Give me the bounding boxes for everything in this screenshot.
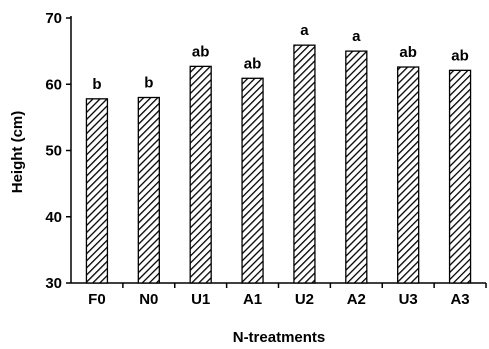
significance-label-U3: ab [399, 44, 417, 61]
y-tick-label: 50 [45, 143, 62, 160]
y-tick-label: 60 [45, 76, 62, 93]
bar-A3 [448, 69, 472, 284]
bar-F0 [85, 98, 109, 284]
bar-A2 [345, 50, 368, 284]
bar-A1 [241, 77, 264, 284]
bar-U2 [293, 44, 316, 284]
x-tick-label-U1: U1 [191, 291, 210, 308]
y-tick-label: 70 [45, 10, 62, 27]
y-tick-label: 30 [45, 275, 62, 292]
x-tick-label-A2: A2 [347, 291, 366, 308]
y-tick-label: 40 [45, 209, 62, 226]
x-tick-label-A3: A3 [450, 291, 469, 308]
significance-label-U2: a [300, 22, 309, 39]
plot-area: 30 40 50 60 70 F0 b N0 b U1 ab A1 ab U2 a A2 a U3 ab A3 ab [45, 10, 487, 308]
bar-U3 [397, 66, 420, 284]
significance-label-A3: ab [451, 47, 469, 64]
x-tick-label-A1: A1 [243, 291, 262, 308]
significance-label-N0: b [144, 75, 153, 92]
significance-label-U1: ab [192, 43, 210, 60]
x-tick-label-N0: N0 [139, 291, 158, 308]
x-axis-title: N-treatments [233, 329, 326, 346]
significance-label-A2: a [352, 28, 361, 45]
bar-U1 [189, 65, 212, 284]
x-tick-label-U3: U3 [399, 291, 418, 308]
y-axis-title: Height (cm) [9, 111, 26, 194]
x-tick-label-U2: U2 [295, 291, 314, 308]
bar-N0 [137, 96, 160, 284]
significance-label-F0: b [92, 76, 101, 93]
significance-label-A1: ab [244, 55, 262, 72]
x-tick-label-F0: F0 [88, 291, 106, 308]
